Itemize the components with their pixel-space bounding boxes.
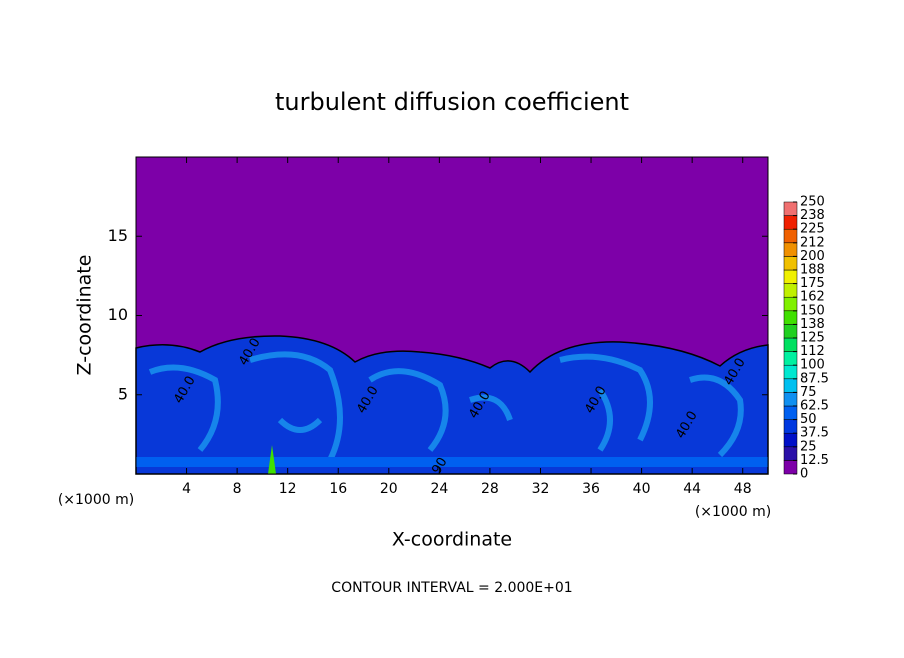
colorbar-band [783, 432, 798, 448]
colorbar-label: 100 [800, 358, 825, 373]
colorbar-label: 87.5 [800, 371, 829, 386]
colorbar-band [783, 256, 798, 271]
x-tick-label: 40 [633, 481, 651, 497]
colorbar-label: 125 [800, 331, 825, 346]
field [135, 157, 769, 475]
x-tick-label: 44 [683, 481, 701, 497]
x-tick-label: 36 [582, 481, 600, 497]
x-tick-label: 20 [380, 481, 398, 497]
colorbar-label: 12.5 [800, 453, 829, 468]
field-spot [268, 445, 276, 474]
colorbar-label: 225 [800, 222, 825, 237]
colorbar-label: 138 [800, 317, 825, 332]
colorbar-band [783, 310, 798, 325]
colorbar-band [783, 419, 798, 434]
y-tick-label: 10 [108, 305, 128, 324]
colorbar-label: 200 [800, 249, 825, 264]
x-tick-label: 32 [532, 481, 550, 497]
colorbar-band [783, 283, 798, 298]
colorbar-label: 212 [800, 235, 825, 250]
x-tick-label: 16 [329, 481, 347, 497]
footnote: CONTOUR INTERVAL = 2.000E+01 [331, 580, 572, 596]
colorbar-band [783, 296, 798, 312]
colorbar-band [783, 392, 798, 407]
colorbar-band [783, 351, 798, 366]
colorbar-label: 175 [800, 276, 825, 291]
colorbar-band [783, 337, 798, 352]
colorbar-band [783, 242, 798, 257]
contour-label: 90 [429, 455, 450, 477]
colorbar-band [783, 201, 798, 216]
field-region [135, 335, 769, 475]
colorbar-band [783, 460, 798, 475]
colorbar-band [783, 215, 798, 230]
x-units-right: (×1000 m) [695, 504, 771, 520]
colorbar-label: 238 [800, 208, 825, 223]
x-units: (×1000 m) [58, 492, 134, 508]
field-highlight [148, 351, 744, 462]
y-tick-label: 5 [118, 384, 128, 403]
colorbar-label: 25 [800, 439, 817, 454]
colorbar-label: 75 [800, 385, 817, 400]
colorbar-label: 37.5 [800, 426, 829, 441]
colorbar-label: 112 [800, 344, 825, 359]
colorbar-label: 188 [800, 263, 825, 278]
colorbar-band [783, 228, 798, 244]
x-tick-label: 12 [279, 481, 297, 497]
colorbar-label: 50 [800, 412, 817, 427]
colorbar-band [783, 324, 798, 339]
colorbar-label: 62.5 [800, 399, 829, 414]
colorbar-label: 162 [800, 290, 825, 305]
colorbar-band [783, 364, 798, 380]
x-tick-label: 48 [734, 481, 752, 497]
colorbar-band [783, 269, 798, 284]
x-tick-label: 24 [430, 481, 448, 497]
x-tick-label: 8 [233, 481, 242, 497]
colorbar-label: 250 [800, 195, 825, 210]
colorbar-band [783, 405, 798, 420]
x-tick-label: 28 [481, 481, 499, 497]
colorbar-band [783, 378, 798, 393]
y-tick-label: 15 [108, 226, 128, 245]
chart-title: turbulent diffusion coefficient [275, 88, 629, 116]
colorbar-band [783, 446, 798, 461]
y-axis-title: Z-coordinate [74, 255, 96, 376]
colorbar-label: 150 [800, 303, 825, 318]
colorbar-label: 0 [800, 467, 808, 482]
x-tick-label: 4 [182, 481, 191, 497]
x-axis-title: X-coordinate [392, 529, 512, 551]
